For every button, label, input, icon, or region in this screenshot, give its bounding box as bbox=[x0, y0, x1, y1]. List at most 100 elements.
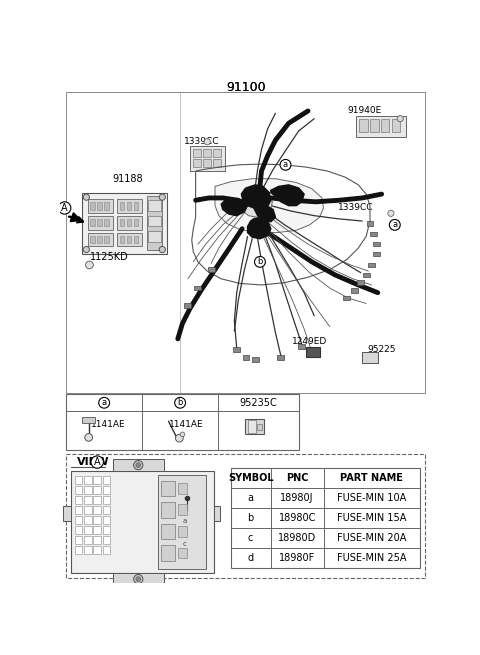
Bar bbox=[103, 486, 110, 495]
Text: b: b bbox=[257, 257, 263, 267]
Circle shape bbox=[180, 432, 185, 437]
Bar bbox=[351, 288, 358, 293]
Text: 1339CC: 1339CC bbox=[184, 138, 219, 146]
Bar bbox=[161, 481, 175, 496]
Bar bbox=[66, 455, 425, 578]
Bar bbox=[372, 252, 380, 257]
Bar bbox=[88, 233, 113, 246]
Bar bbox=[84, 536, 92, 544]
Bar bbox=[157, 475, 206, 569]
Bar bbox=[93, 546, 101, 555]
Text: FUSE-MIN 10A: FUSE-MIN 10A bbox=[337, 493, 407, 503]
Bar bbox=[93, 486, 101, 495]
Bar bbox=[368, 263, 375, 267]
Text: 18980C: 18980C bbox=[278, 514, 316, 523]
Bar bbox=[178, 526, 187, 536]
Circle shape bbox=[159, 246, 166, 253]
Text: a: a bbox=[283, 160, 288, 170]
Bar bbox=[117, 215, 142, 229]
Bar bbox=[214, 149, 221, 157]
Bar bbox=[257, 424, 262, 430]
Bar bbox=[120, 236, 124, 244]
Bar bbox=[120, 202, 124, 210]
Text: A: A bbox=[61, 203, 68, 213]
Polygon shape bbox=[271, 185, 304, 206]
Bar bbox=[90, 219, 95, 227]
Bar bbox=[104, 236, 109, 244]
Bar bbox=[148, 200, 161, 211]
Text: a: a bbox=[102, 398, 107, 407]
Bar bbox=[88, 215, 113, 229]
Bar bbox=[84, 516, 92, 525]
Text: 91940E: 91940E bbox=[348, 107, 382, 115]
Bar bbox=[84, 486, 92, 495]
Bar bbox=[97, 236, 102, 244]
Circle shape bbox=[389, 219, 400, 231]
Bar bbox=[277, 355, 284, 360]
Bar bbox=[127, 236, 132, 244]
Bar bbox=[71, 472, 214, 573]
Text: VIEW: VIEW bbox=[77, 457, 109, 467]
Circle shape bbox=[388, 210, 394, 216]
Bar bbox=[193, 149, 201, 157]
Bar bbox=[343, 296, 350, 301]
Bar bbox=[161, 502, 175, 517]
Text: 1339CC: 1339CC bbox=[338, 204, 374, 212]
Bar bbox=[194, 286, 202, 290]
Text: FUSE-MIN 20A: FUSE-MIN 20A bbox=[337, 533, 407, 543]
Bar bbox=[93, 516, 101, 525]
Bar bbox=[147, 196, 162, 250]
Text: PNC: PNC bbox=[286, 473, 308, 483]
Text: 1249ED: 1249ED bbox=[292, 337, 327, 346]
Text: FUSE-MIN 25A: FUSE-MIN 25A bbox=[337, 553, 407, 563]
Text: c: c bbox=[248, 533, 253, 543]
Circle shape bbox=[83, 246, 89, 253]
Bar bbox=[84, 546, 92, 555]
Bar bbox=[370, 119, 379, 132]
Bar bbox=[97, 202, 102, 210]
Circle shape bbox=[175, 398, 186, 408]
Bar bbox=[75, 476, 83, 485]
Bar bbox=[204, 159, 211, 167]
Polygon shape bbox=[221, 198, 248, 215]
Bar bbox=[133, 219, 138, 227]
Bar bbox=[93, 526, 101, 534]
Bar bbox=[372, 242, 380, 246]
Bar bbox=[63, 506, 71, 521]
Bar bbox=[88, 198, 113, 213]
PathPatch shape bbox=[242, 194, 272, 217]
Bar bbox=[97, 219, 102, 227]
Bar bbox=[104, 202, 109, 210]
Bar bbox=[356, 115, 407, 137]
Bar bbox=[252, 358, 259, 362]
Text: 18980J: 18980J bbox=[280, 493, 314, 503]
Bar bbox=[204, 149, 211, 157]
Bar bbox=[298, 345, 305, 349]
Bar bbox=[392, 119, 400, 132]
Bar bbox=[93, 496, 101, 504]
Bar bbox=[82, 193, 167, 254]
Text: 91188: 91188 bbox=[112, 174, 143, 183]
PathPatch shape bbox=[215, 179, 324, 233]
Bar bbox=[103, 506, 110, 514]
Text: SYMBOL: SYMBOL bbox=[228, 473, 274, 483]
Bar bbox=[75, 526, 83, 534]
Bar bbox=[148, 215, 161, 227]
Circle shape bbox=[85, 434, 93, 441]
Bar bbox=[127, 219, 132, 227]
Bar bbox=[214, 159, 221, 167]
Bar bbox=[93, 536, 101, 544]
Text: a: a bbox=[183, 518, 187, 525]
Circle shape bbox=[136, 577, 141, 582]
Bar bbox=[127, 202, 132, 210]
Bar bbox=[161, 523, 175, 539]
Bar bbox=[120, 219, 124, 227]
Text: 1141AE: 1141AE bbox=[91, 420, 125, 429]
Circle shape bbox=[99, 398, 109, 408]
Bar bbox=[103, 516, 110, 525]
Bar bbox=[66, 394, 299, 450]
Text: A: A bbox=[94, 457, 100, 467]
Circle shape bbox=[133, 460, 143, 470]
Bar bbox=[84, 476, 92, 485]
Bar bbox=[93, 506, 101, 514]
